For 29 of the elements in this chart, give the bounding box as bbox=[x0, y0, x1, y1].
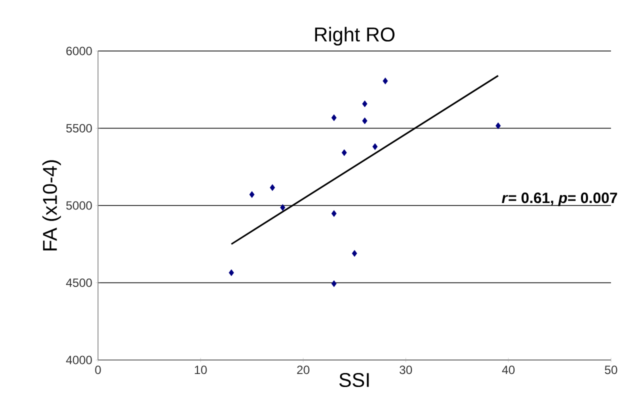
point bbox=[372, 143, 378, 150]
point bbox=[249, 191, 254, 198]
x-tick-label: 0 bbox=[95, 366, 101, 374]
x-tick-label: 50 bbox=[604, 366, 618, 374]
y-tick-label: 5500 bbox=[66, 124, 92, 132]
y-tick-label: 4500 bbox=[66, 278, 92, 287]
point bbox=[382, 78, 388, 84]
point bbox=[362, 100, 368, 108]
point bbox=[228, 269, 234, 276]
point bbox=[331, 280, 337, 288]
annotation: r= 0.61, p= 0.007 bbox=[502, 192, 618, 206]
y-tick-label: 6000 bbox=[66, 46, 92, 56]
x-axis-title: SSI bbox=[339, 372, 369, 388]
point bbox=[270, 184, 276, 191]
point bbox=[352, 250, 358, 257]
y-tick-label: 4000 bbox=[66, 356, 92, 364]
point bbox=[362, 117, 368, 124]
y-tick-label: 5000 bbox=[66, 201, 92, 210]
x-tick-label: 10 bbox=[194, 366, 207, 374]
point bbox=[331, 114, 337, 122]
point bbox=[280, 204, 286, 211]
point bbox=[496, 122, 501, 130]
chart-title: Right RO bbox=[315, 26, 394, 46]
x-tick-label: 40 bbox=[502, 366, 515, 374]
point bbox=[342, 149, 347, 156]
y-axis-title: FA (x10-4) bbox=[42, 160, 61, 250]
x-tick-label: 20 bbox=[297, 366, 310, 374]
x-tick-label: 30 bbox=[400, 366, 412, 374]
point bbox=[331, 210, 337, 217]
